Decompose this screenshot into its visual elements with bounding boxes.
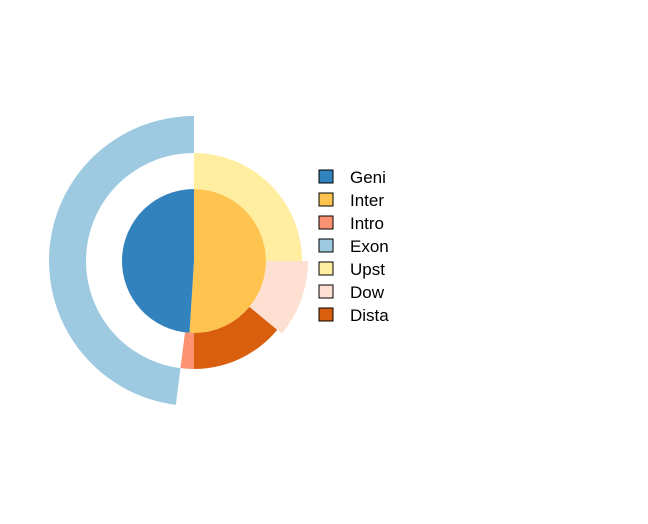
- legend-swatch-upst: [318, 261, 334, 276]
- legend-label-dista: Dista: [350, 306, 389, 325]
- inner-slice-intergenic: [189, 189, 267, 334]
- outer-slice-intron: [180, 332, 194, 369]
- outer-slice-downstream: [249, 261, 308, 334]
- legend-label-upst: Upst: [350, 260, 385, 279]
- outer-ring: [48, 116, 308, 405]
- outer-slice-upstream: [194, 153, 302, 261]
- legend-label-geni: Geni: [350, 168, 386, 187]
- legend-label-exon: Exon: [350, 237, 389, 256]
- legend-label-dow: Dow: [350, 283, 385, 302]
- legend-swatch-exon: [318, 238, 334, 253]
- outer-slice-exon: [48, 116, 194, 405]
- outer-slice-distal: [194, 306, 278, 369]
- legend-label-inter: Inter: [350, 191, 384, 210]
- legend-swatch-dow: [318, 284, 334, 299]
- legend: Geni Inter Intro Exon Upst Dow Dista: [318, 168, 389, 325]
- legend-label-intro: Intro: [350, 214, 384, 233]
- legend-swatch-intro: [318, 215, 334, 230]
- legend-swatch-dista: [318, 307, 334, 322]
- legend-swatch-geni: [318, 169, 334, 184]
- legend-swatch-inter: [318, 192, 334, 207]
- inner-slice-genic: [122, 189, 194, 333]
- inner-pie: [122, 189, 267, 334]
